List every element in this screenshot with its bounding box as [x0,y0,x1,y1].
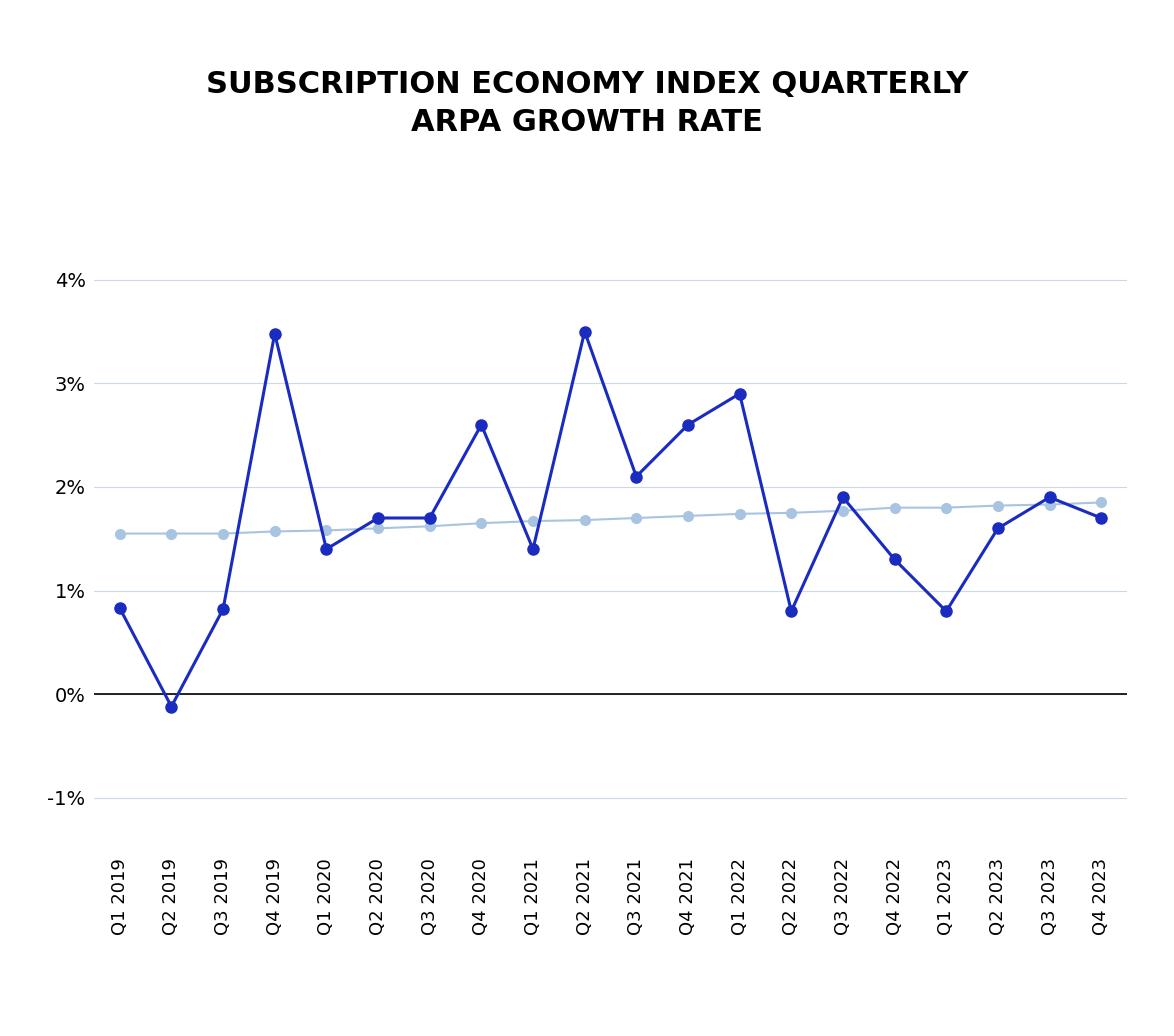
Text: SUBSCRIPTION ECONOMY INDEX QUARTERLY
ARPA GROWTH RATE: SUBSCRIPTION ECONOMY INDEX QUARTERLY ARP… [205,70,969,137]
